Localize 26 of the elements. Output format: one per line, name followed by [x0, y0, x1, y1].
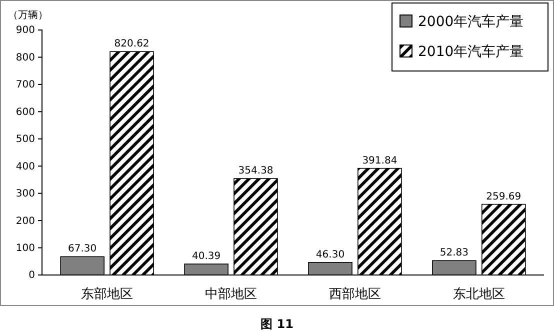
legend-label: 2000年汽车产量 — [418, 14, 524, 30]
x-tick-label: 东部地区 — [81, 287, 134, 302]
y-tick-label: 800 — [16, 52, 35, 64]
data-label: 46.30 — [316, 249, 345, 260]
data-label: 52.83 — [440, 248, 469, 259]
data-label: 67.30 — [68, 244, 97, 255]
x-tick-label: 东北地区 — [452, 287, 505, 302]
data-label: 391.84 — [362, 155, 398, 166]
y-axis-title: （万辆） — [8, 9, 48, 21]
data-label: 820.62 — [114, 38, 150, 50]
y-tick-label: 700 — [16, 80, 35, 91]
data-label: 259.69 — [486, 191, 522, 202]
y-tick-label: 100 — [16, 242, 35, 254]
y-tick-label: 200 — [16, 216, 35, 227]
y-tick-label: 500 — [16, 134, 35, 146]
data-label: 354.38 — [238, 166, 274, 177]
y-tick-label: 400 — [16, 161, 35, 172]
y-tick-label: 300 — [16, 188, 35, 200]
data-label: 40.39 — [192, 251, 221, 262]
y-tick-label: 600 — [16, 106, 35, 118]
x-tick-label: 中部地区 — [205, 287, 258, 302]
y-tick-label: 0 — [28, 270, 35, 282]
caption: 图 11 — [260, 317, 294, 331]
legend-label: 2010年汽车产量 — [418, 44, 524, 60]
x-tick-label: 西部地区 — [328, 287, 381, 302]
y-tick-label: 900 — [16, 25, 35, 36]
